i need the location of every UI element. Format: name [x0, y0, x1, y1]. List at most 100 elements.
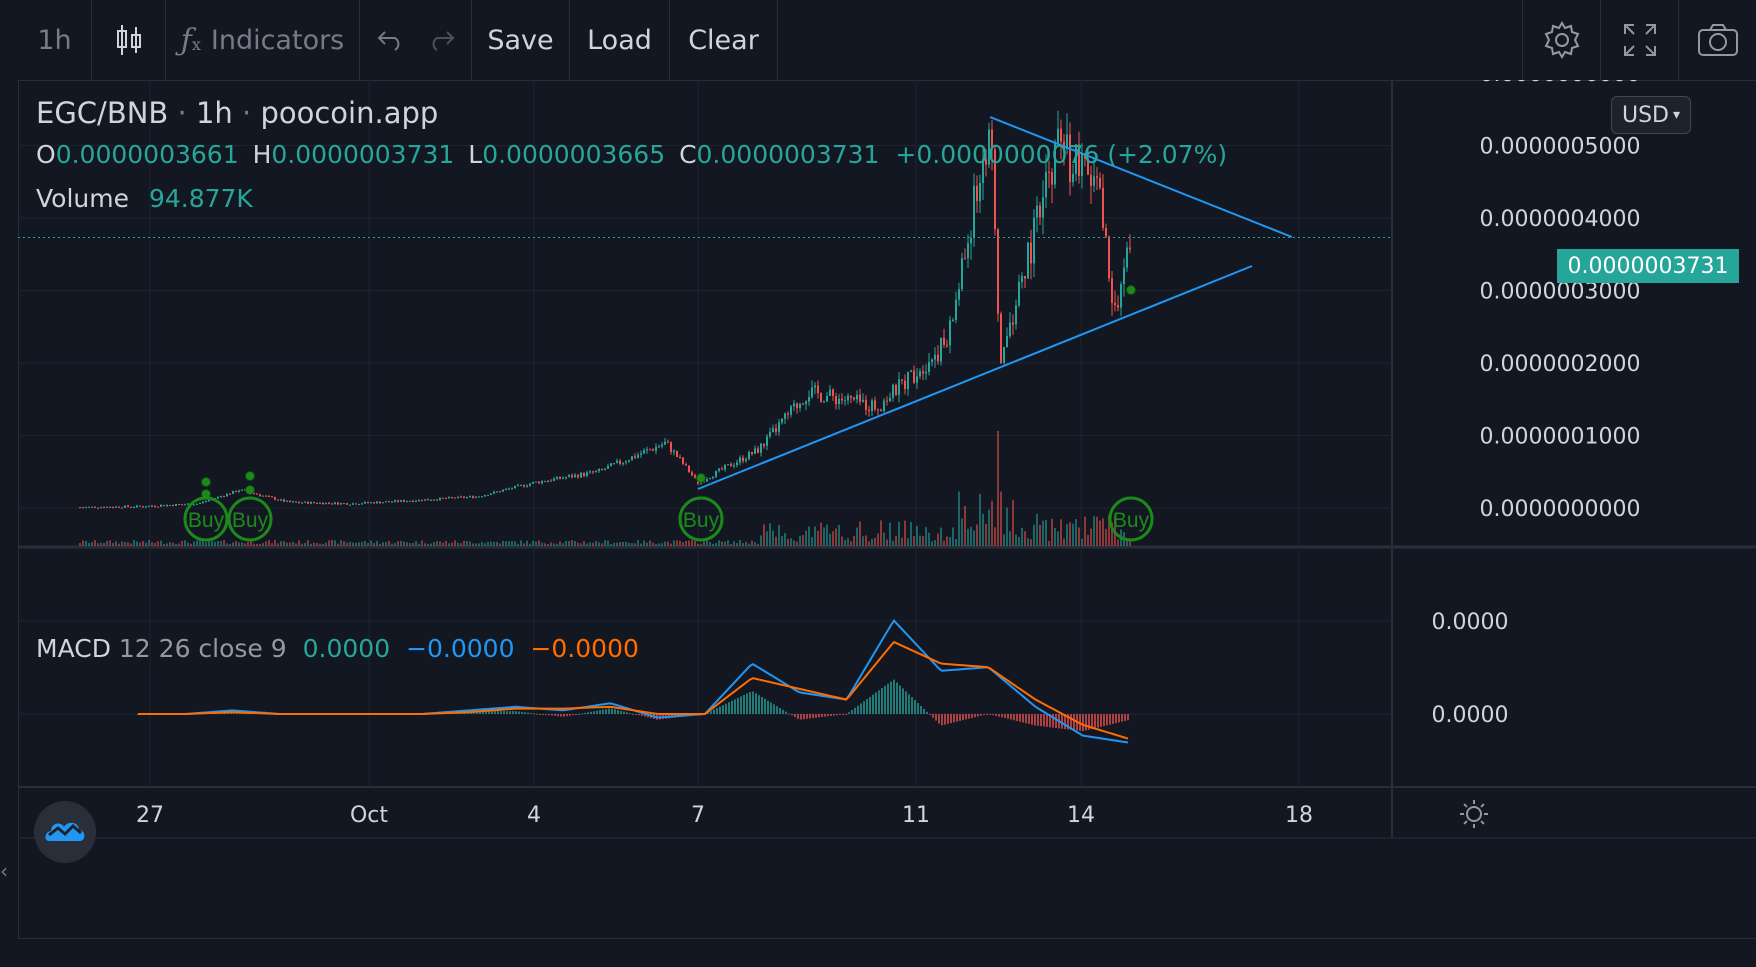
candle-body	[979, 183, 981, 202]
volume-bar	[871, 539, 873, 546]
volume-bar	[103, 543, 105, 546]
settings-button[interactable]	[1522, 0, 1600, 80]
chart-type-button[interactable]	[92, 0, 166, 80]
candle-body	[1009, 322, 1011, 337]
volume-bar	[430, 543, 432, 546]
candle-body	[133, 507, 135, 509]
candle-body	[580, 472, 582, 478]
buy-marker-circle	[678, 496, 724, 542]
macd-hist-bar	[872, 694, 874, 714]
candle-body	[973, 185, 975, 238]
clear-button[interactable]: Clear	[670, 0, 778, 80]
snapshot-button[interactable]	[1678, 0, 1756, 80]
volume-bar	[940, 527, 942, 546]
volume-bar	[193, 541, 195, 546]
macd-hist-bar	[878, 690, 880, 714]
volume-bar	[592, 542, 594, 546]
volume-bar	[250, 541, 252, 546]
volume-bar	[793, 540, 795, 546]
candle-body	[649, 449, 651, 451]
candle-body	[1075, 144, 1077, 174]
candle-body	[775, 428, 777, 432]
interval-label: 1h	[37, 24, 72, 56]
candle-body	[352, 503, 354, 505]
macd-hist-bar	[1010, 714, 1012, 720]
candle-body	[184, 504, 186, 506]
candle-body	[820, 393, 822, 402]
candle-body	[625, 461, 627, 463]
macd-hist-bar	[1052, 714, 1054, 728]
volume-bar	[610, 543, 612, 546]
volume-bar	[670, 543, 672, 546]
candle-body	[658, 446, 660, 448]
redo-icon[interactable]	[427, 29, 455, 51]
volume-bar	[868, 541, 870, 546]
candle-body	[919, 371, 921, 377]
clear-label: Clear	[688, 24, 759, 56]
fullscreen-icon	[1622, 22, 1658, 58]
candle-body	[382, 502, 384, 504]
macd-hist-bar	[902, 688, 904, 714]
volume-bar	[724, 541, 726, 546]
volume-bar	[511, 541, 513, 546]
indicators-button[interactable]: ƒx Indicators	[166, 0, 360, 80]
macd-hist-bar	[497, 711, 499, 714]
support-trendline	[697, 265, 1253, 490]
fullscreen-button[interactable]	[1600, 0, 1678, 80]
volume-bar	[349, 541, 351, 546]
volume-bar	[1042, 520, 1044, 546]
volume-bar	[1006, 507, 1008, 546]
collapse-panel-button[interactable]: ‹	[0, 850, 16, 892]
volume-bar	[91, 542, 93, 546]
volume-bar	[700, 543, 702, 546]
interval-button[interactable]: 1h	[18, 0, 92, 80]
volume-bar	[109, 540, 111, 546]
candle-body	[913, 370, 915, 383]
candle-body	[181, 504, 183, 506]
candle-body	[430, 499, 432, 501]
undo-icon[interactable]	[377, 29, 405, 51]
candle-body	[745, 459, 747, 462]
macd-hist-bar	[608, 708, 610, 714]
candle-body	[880, 409, 882, 412]
candle-body	[910, 370, 912, 372]
candle-body	[157, 506, 159, 508]
volume-bar	[655, 543, 657, 546]
load-button[interactable]: Load	[570, 0, 670, 80]
candle-body	[931, 359, 933, 362]
volume-bar	[685, 540, 687, 546]
volume-bar	[142, 541, 144, 546]
volume-bar	[460, 543, 462, 546]
signal-line	[138, 640, 1129, 740]
volume-bar	[895, 535, 897, 546]
volume-bar	[385, 542, 387, 546]
candle-body	[682, 457, 684, 465]
candle-body	[529, 483, 531, 486]
volume-bar	[631, 543, 633, 546]
macd-hist-bar	[1001, 714, 1003, 718]
macd-hist-bar	[635, 714, 637, 715]
volume-bar	[499, 543, 501, 546]
macd-hist-bar	[524, 712, 526, 714]
candle-body	[844, 400, 846, 402]
macd-hist-bar	[950, 714, 952, 724]
candle-body	[1000, 313, 1002, 363]
macd-hist-bar	[728, 702, 730, 714]
candle-body	[415, 500, 417, 502]
candle-body	[838, 398, 840, 405]
currency-select[interactable]: USD ▾	[1611, 96, 1691, 134]
candle-body	[988, 129, 990, 165]
macd-hist-bar	[869, 696, 871, 714]
macd-hist-bar	[908, 694, 910, 714]
volume-bar	[1090, 528, 1092, 546]
candle-body	[631, 456, 633, 461]
candle-body	[1018, 282, 1020, 306]
volume-bar	[478, 543, 480, 546]
macd-hist-bar	[773, 704, 775, 714]
macd-hist-bar	[905, 691, 907, 714]
save-button[interactable]: Save	[472, 0, 570, 80]
volume-bar	[865, 535, 867, 546]
app-logo[interactable]	[34, 801, 96, 863]
macd-legend: MACD 12 26 close 9 0.0000 −0.0000 −0.000…	[36, 634, 639, 663]
